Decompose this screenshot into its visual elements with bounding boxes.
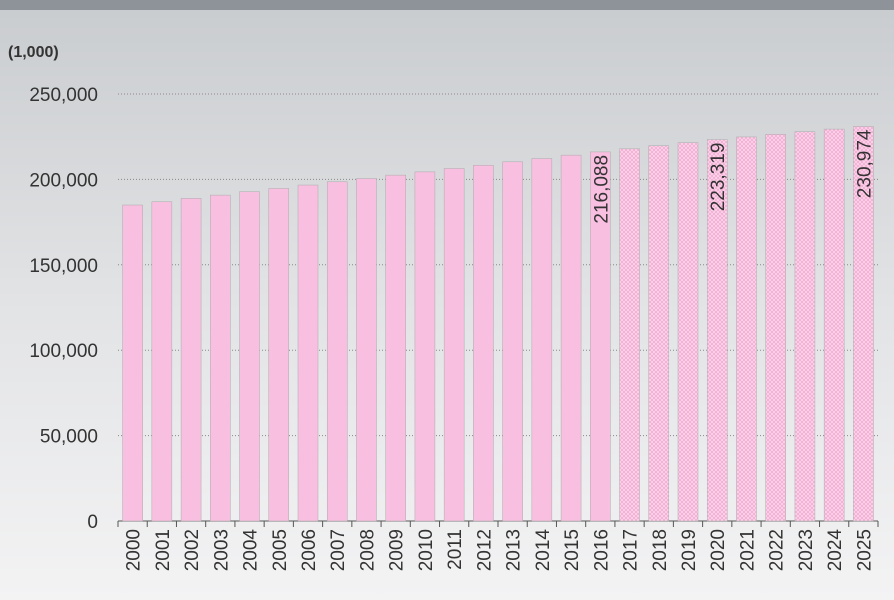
top-strip [0,0,894,10]
x-tick-label: 2020 [708,529,729,571]
y-tick-label: 0 [87,512,98,533]
x-tick-label: 2000 [124,529,145,571]
bar [327,182,347,521]
bar [240,192,260,521]
x-tick-label: 2008 [357,529,378,571]
bar [736,137,756,521]
bar [298,185,318,521]
bar [356,179,376,521]
x-tick-label: 2024 [825,529,846,572]
bar [561,155,581,521]
x-tick-label: 2012 [474,529,495,571]
bar [678,143,698,521]
value-label: 223,319 [708,143,729,212]
value-label: 230,974 [854,129,875,198]
x-tick-label: 2025 [854,529,875,571]
x-tick-label: 2023 [796,529,817,571]
x-tick-label: 2004 [241,529,262,572]
bar [269,188,289,521]
x-tick-label: 2015 [562,529,583,571]
x-tick-label: 2009 [387,529,408,571]
bar [152,202,172,521]
x-tick-label: 2011 [445,529,466,570]
unit-label: (1,000) [8,44,59,61]
value-label: 216,088 [591,155,612,224]
bar [532,159,552,521]
x-tick-label: 2014 [533,529,554,572]
x-tick-label: 2021 [737,529,758,571]
x-tick-label: 2006 [299,529,320,571]
bar [824,129,844,521]
bar [766,134,786,521]
y-tick-label: 200,000 [29,170,98,191]
bar [386,175,406,521]
x-tick-label: 2016 [591,529,612,571]
x-tick-label: 2013 [504,529,525,571]
bar [444,168,464,521]
y-tick-label: 250,000 [29,85,98,106]
x-tick-label: 2002 [182,529,203,571]
x-tick-label: 2022 [767,529,788,571]
x-tick-label: 2001 [153,529,174,571]
x-tick-label: 2017 [621,529,642,571]
x-tick-label: 2019 [679,529,700,571]
bar [181,198,201,521]
x-tick-label: 2005 [270,529,291,571]
bar [503,162,523,521]
x-tick-label: 2010 [416,529,437,571]
bar [620,149,640,521]
x-tick-label: 2018 [650,529,671,571]
bar [649,146,669,521]
bar [210,195,230,521]
y-tick-label: 50,000 [40,427,98,448]
y-tick-label: 150,000 [29,256,98,277]
bar [123,205,143,521]
y-tick-label: 100,000 [29,341,98,362]
bar [795,132,815,521]
bar [473,165,493,521]
x-tick-label: 2007 [328,529,349,571]
bar [415,172,435,521]
x-tick-label: 2003 [211,529,232,571]
chart: (1,000) 0 50,000 100,000 150,000 200,000 250,… [0,0,894,600]
